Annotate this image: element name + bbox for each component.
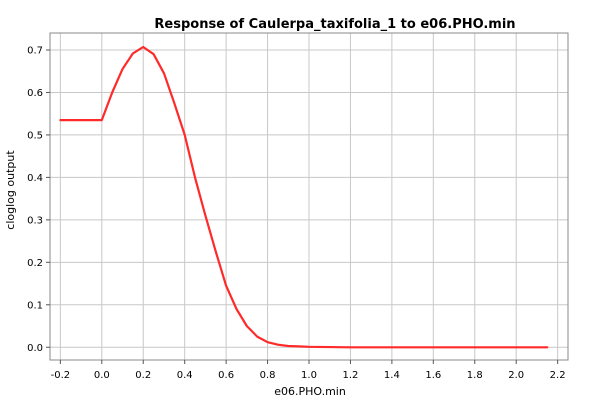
x-tick-label: -0.2 — [51, 370, 71, 381]
x-tick-label: 0.8 — [260, 370, 276, 381]
y-tick-label: 0.6 — [27, 88, 43, 99]
x-tick-label: 1.8 — [467, 370, 483, 381]
y-tick-label: 0.5 — [27, 130, 43, 141]
grid — [50, 33, 568, 360]
x-tick-label: 0.0 — [94, 370, 110, 381]
series-layer — [59, 45, 549, 349]
x-tick-label: 0.4 — [177, 370, 193, 381]
x-tick-label: 1.6 — [425, 370, 441, 381]
x-tick-label: 0.2 — [135, 370, 151, 381]
axis-ticks: -0.2 0.0 0.2 0.4 0.6 0.8 1.0 1.2 1.4 1.6 1.8 2.0 2.2… — [27, 45, 565, 381]
x-tick-label: 1.0 — [301, 370, 317, 381]
response-curve — [59, 45, 549, 349]
y-axis-label: cloglog output — [4, 150, 17, 230]
x-tick-label: 0.6 — [218, 370, 234, 381]
y-tick-label: 0.7 — [27, 45, 43, 56]
y-tick-label: 0.4 — [27, 173, 43, 184]
y-tick-label: 0.1 — [27, 300, 43, 311]
chart-title: Response of Caulerpa_taxifolia_1 to e06.… — [154, 17, 515, 32]
x-tick-label: 1.4 — [384, 370, 400, 381]
x-tick-label: 1.2 — [342, 370, 358, 381]
y-tick-label: 0.2 — [27, 258, 43, 269]
y-tick-label: 0.3 — [27, 215, 43, 226]
x-axis-label: e06.PHO.min — [274, 385, 346, 398]
x-tick-label: 2.2 — [550, 370, 566, 381]
x-tick-label: 2.0 — [508, 370, 524, 381]
y-tick-label: 0.0 — [27, 343, 43, 354]
